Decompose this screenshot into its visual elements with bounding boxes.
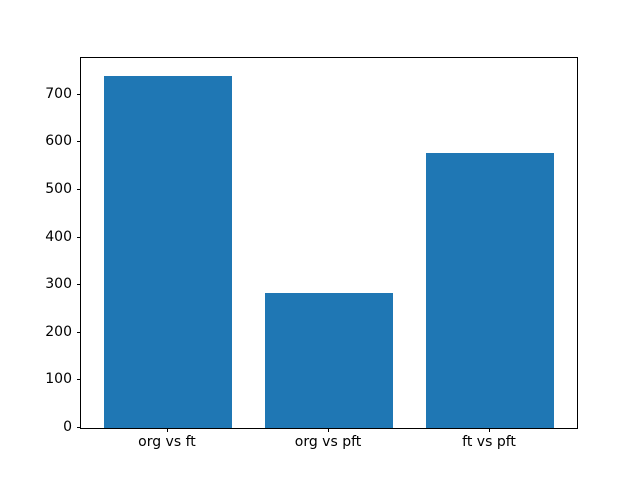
y-tick-label: 400 — [45, 228, 72, 245]
bar-ft-vs-pft — [425, 152, 555, 428]
plot-area — [80, 57, 578, 429]
y-tick-label: 100 — [45, 371, 72, 388]
x-tick-mark — [166, 428, 168, 432]
y-tick-label: 200 — [45, 323, 72, 340]
y-tick-mark — [77, 284, 81, 286]
y-tick-mark — [77, 93, 81, 95]
bar-org-vs-pft — [264, 293, 394, 428]
x-tick-label: org vs ft — [138, 434, 196, 450]
y-tick-label: 500 — [45, 180, 72, 197]
y-tick-label: 600 — [45, 133, 72, 150]
y-tick-label: 700 — [45, 85, 72, 102]
y-tick-label: 300 — [45, 276, 72, 293]
bar-org-vs-ft — [103, 75, 233, 428]
x-tick-label: ft vs pft — [462, 434, 516, 450]
y-tick-label: 0 — [63, 419, 72, 435]
y-tick-mark — [77, 331, 81, 333]
y-tick-mark — [77, 188, 81, 190]
x-tick-label: org vs pft — [294, 434, 362, 450]
y-tick-mark — [77, 379, 81, 381]
y-tick-mark — [77, 236, 81, 238]
x-tick-mark — [489, 428, 491, 432]
y-tick-mark — [77, 427, 81, 428]
y-tick-mark — [77, 141, 81, 143]
x-tick-mark — [328, 428, 329, 432]
